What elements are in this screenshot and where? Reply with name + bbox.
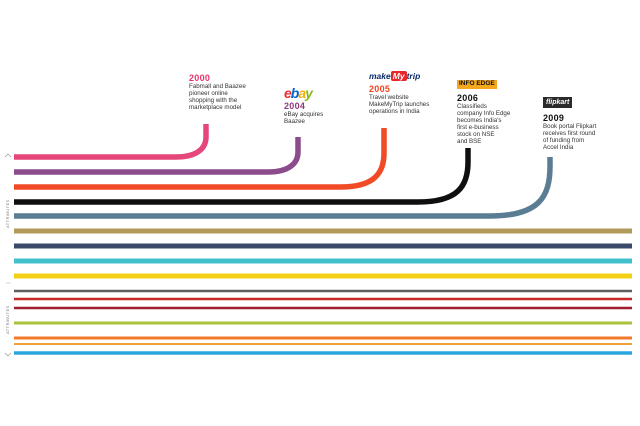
axis-ticks [4,153,12,357]
milestone-text: Travel website MakeMyTrip launches opera… [369,93,430,115]
axis-chevron-top-icon [4,153,12,158]
ebay-logo: ebay [284,85,313,101]
milestone-2006: INFO EDGE 2006 Classifieds company Info … [457,72,527,145]
timeline-line-curved [14,157,553,219]
milestone-text: Classifieds company Info Edge becomes In… [457,103,511,145]
timeline-lines [14,124,632,355]
milestone-year: 2005 [369,83,391,94]
milestone-2005: make My trip 2005 Travel website MakeMyTri… [369,71,449,115]
axis-chevron-bottom-icon [4,352,12,357]
infoedge-logo: INFO EDGE [457,80,497,89]
milestone-text: Book portal Flipkart receives first roun… [543,123,597,151]
flipkart-logo: flipkart [543,97,573,108]
milestone-2004: ebay 2004 eBay acquires Baazee [284,86,344,125]
milestone-text: eBay acquires Baazee [284,111,324,125]
timeline-line-curved [14,137,301,175]
milestone-text: Fabmall and Baazee pioneer online shoppi… [189,83,246,111]
timeline-line-curved [14,128,387,190]
milestone-2000: 2000 Fabmall and Baazee pioneer online s… [189,73,259,111]
milestone-year: 2009 [543,113,565,123]
milestone-year: 2004 [284,101,306,111]
makemytrip-logo: make My trip [369,71,421,81]
timeline-line-curved [14,148,471,205]
milestone-2009: flipkart 2009 Book portal Flipkart recei… [543,91,623,151]
milestone-year: 2000 [189,73,211,83]
milestone-year: 2006 [457,93,479,103]
timeline-line-curved [14,124,209,160]
side-label-bottom: ATTRIBUTES [5,305,10,334]
side-label-top: ATTRIBUTES [5,199,10,228]
